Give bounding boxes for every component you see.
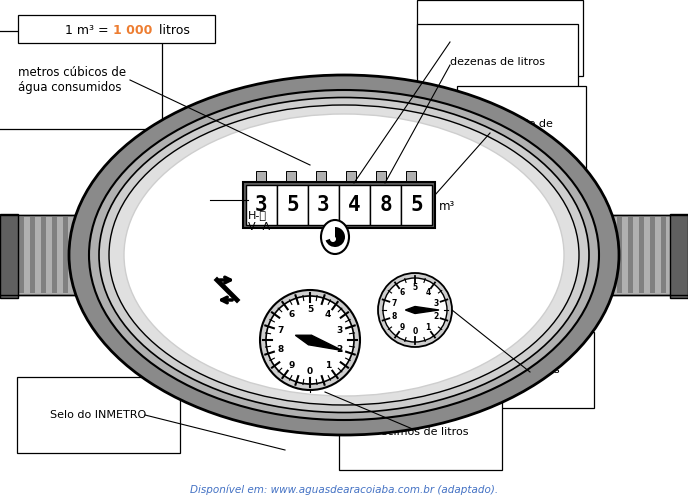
Polygon shape xyxy=(308,335,343,350)
Bar xyxy=(670,214,688,298)
Text: 3: 3 xyxy=(433,299,438,308)
Bar xyxy=(606,217,611,293)
Text: 9: 9 xyxy=(288,360,295,369)
Bar xyxy=(85,217,90,293)
Text: 4: 4 xyxy=(348,195,361,215)
Text: 6: 6 xyxy=(400,288,405,297)
Bar xyxy=(8,217,13,293)
Ellipse shape xyxy=(99,97,589,412)
Text: 5: 5 xyxy=(410,195,423,215)
Bar xyxy=(74,217,79,293)
Bar xyxy=(339,185,370,225)
Text: 8: 8 xyxy=(277,345,283,354)
Text: Disponível em: www.aguasdearacoiaba.com.br (adaptado).: Disponível em: www.aguasdearacoiaba.com.… xyxy=(190,485,498,495)
Bar xyxy=(286,171,296,181)
Bar xyxy=(346,171,356,181)
Text: Litros: Litros xyxy=(530,365,561,375)
Text: dezenas de litros: dezenas de litros xyxy=(450,57,545,67)
Text: Selo do INMETRO: Selo do INMETRO xyxy=(50,410,147,420)
Text: 8: 8 xyxy=(379,195,391,215)
Circle shape xyxy=(378,273,452,347)
Text: 6: 6 xyxy=(289,310,295,320)
Bar xyxy=(256,171,266,181)
Circle shape xyxy=(266,296,354,384)
Bar xyxy=(18,15,215,43)
Bar xyxy=(661,217,666,293)
Bar xyxy=(595,217,600,293)
Text: metros cúbicos de
água consumidos: metros cúbicos de água consumidos xyxy=(18,66,126,94)
Polygon shape xyxy=(405,306,415,313)
Bar xyxy=(0,215,100,295)
Bar xyxy=(650,217,655,293)
Bar xyxy=(617,217,622,293)
Bar xyxy=(370,185,401,225)
Bar xyxy=(401,185,432,225)
Bar xyxy=(0,214,18,298)
Text: unidade de
medida: unidade de medida xyxy=(490,119,553,141)
Text: centenas de litros: centenas de litros xyxy=(450,33,550,43)
Bar xyxy=(588,215,688,295)
Text: 9: 9 xyxy=(400,323,405,332)
Wedge shape xyxy=(325,237,345,247)
Text: 1: 1 xyxy=(425,323,431,332)
Bar xyxy=(639,217,644,293)
Text: 5: 5 xyxy=(286,195,299,215)
Text: 5: 5 xyxy=(412,283,418,292)
Bar xyxy=(376,171,386,181)
Wedge shape xyxy=(335,227,345,237)
Text: 3: 3 xyxy=(255,195,268,215)
Text: V- A: V- A xyxy=(248,222,270,232)
Text: 1: 1 xyxy=(325,360,332,369)
Bar xyxy=(30,217,35,293)
Bar xyxy=(19,217,24,293)
Text: 3: 3 xyxy=(336,326,343,335)
Text: 2: 2 xyxy=(433,312,438,321)
Text: 1 000: 1 000 xyxy=(113,24,152,36)
Text: 0: 0 xyxy=(307,366,313,375)
Text: Mostrador: Mostrador xyxy=(152,195,208,205)
Bar xyxy=(246,185,277,225)
Bar xyxy=(277,185,308,225)
Circle shape xyxy=(383,278,447,342)
Ellipse shape xyxy=(124,114,564,396)
Bar xyxy=(672,217,677,293)
Ellipse shape xyxy=(89,90,599,420)
Bar xyxy=(243,182,435,228)
Text: 5: 5 xyxy=(307,304,313,313)
Circle shape xyxy=(260,290,360,390)
Circle shape xyxy=(306,337,314,344)
Text: 4: 4 xyxy=(425,288,431,297)
Text: 7: 7 xyxy=(391,299,397,308)
Text: 1 m³ =: 1 m³ = xyxy=(65,24,113,36)
Ellipse shape xyxy=(321,220,349,254)
Bar xyxy=(52,217,57,293)
Text: m³: m³ xyxy=(439,201,455,214)
Bar xyxy=(41,217,46,293)
Text: litros: litros xyxy=(155,24,190,36)
Ellipse shape xyxy=(69,75,619,435)
Bar xyxy=(63,217,68,293)
Text: 4: 4 xyxy=(325,310,332,320)
Circle shape xyxy=(330,236,336,242)
Bar xyxy=(316,171,326,181)
Text: 2: 2 xyxy=(336,345,343,354)
Bar xyxy=(308,185,339,225)
Bar xyxy=(628,217,633,293)
Bar xyxy=(406,171,416,181)
Text: 3: 3 xyxy=(317,195,330,215)
Polygon shape xyxy=(415,306,439,313)
Text: H-Ⓑ: H-Ⓑ xyxy=(248,210,267,220)
Text: Décimos de litros: Décimos de litros xyxy=(372,427,469,437)
Text: 0: 0 xyxy=(412,328,418,337)
Circle shape xyxy=(413,307,418,312)
Text: 7: 7 xyxy=(277,326,283,335)
Ellipse shape xyxy=(109,105,579,405)
Text: 8: 8 xyxy=(391,312,397,321)
Polygon shape xyxy=(295,335,312,345)
